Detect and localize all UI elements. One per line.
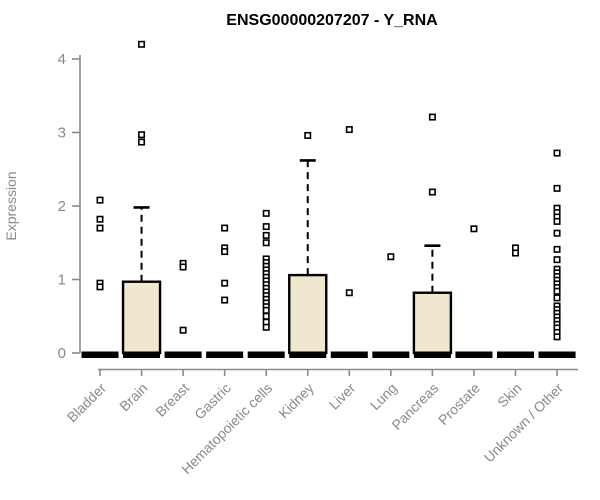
outlier-point: [553, 287, 561, 295]
outlier-point: [221, 248, 229, 256]
iqr-box: [412, 291, 453, 355]
outlier-point: [262, 223, 270, 231]
outlier-point: [387, 253, 395, 261]
x-category-label: Liver: [326, 380, 359, 413]
outlier-point: [262, 209, 270, 217]
outlier-point: [262, 306, 270, 314]
outlier-point: [262, 239, 270, 247]
outlier-point: [262, 312, 270, 320]
outlier-point: [345, 289, 353, 297]
median-bar: [289, 351, 327, 358]
median-bar: [123, 351, 161, 358]
median-bar: [497, 351, 534, 358]
outlier-point: [96, 224, 104, 232]
median-bar: [206, 351, 244, 358]
x-category-label: Bladder: [64, 380, 110, 426]
outlier-point: [553, 256, 561, 264]
outlier-point: [553, 149, 561, 157]
y-tick-label: 1: [58, 272, 66, 289]
outlier-point: [262, 323, 270, 331]
outlier-point: [470, 225, 478, 233]
outlier-point: [511, 249, 519, 257]
y-axis-label: Expression: [3, 171, 19, 240]
x-category-label: Kidney: [275, 380, 317, 422]
outlier-point: [553, 245, 561, 253]
outlier-point: [553, 294, 561, 302]
outlier-point: [96, 215, 104, 223]
median-bar: [81, 351, 119, 358]
outlier-point: [553, 184, 561, 192]
y-tick-label: 3: [58, 125, 66, 142]
outlier-point: [138, 40, 146, 48]
outlier-point: [221, 296, 229, 304]
outlier-point: [553, 229, 561, 237]
x-category-label: Unknown / Other: [481, 380, 567, 466]
median-bar: [413, 351, 451, 358]
x-category-label: Prostate: [435, 380, 483, 428]
x-category-label: Skin: [494, 380, 525, 411]
median-bar: [330, 351, 368, 358]
median-bar: [164, 351, 202, 358]
outlier-point: [221, 224, 229, 232]
y-tick-label: 2: [58, 198, 66, 215]
iqr-box: [121, 280, 162, 355]
outlier-point: [96, 196, 104, 204]
y-tick-label: 0: [58, 345, 66, 362]
outlier-point: [179, 326, 187, 334]
outlier-point: [221, 279, 229, 287]
outlier-point: [553, 333, 561, 341]
x-category-label: Lung: [367, 380, 400, 413]
x-category-label: Breast: [152, 380, 192, 420]
median-bar: [372, 351, 410, 358]
outlier-point: [138, 138, 146, 146]
outlier-point: [96, 283, 104, 291]
outlier-point: [345, 126, 353, 134]
outlier-point: [428, 113, 436, 121]
outlier-point: [138, 131, 146, 139]
outlier-point: [262, 231, 270, 239]
chart-title: ENSG00000207207 - Y_RNA: [226, 12, 438, 29]
outlier-point: [428, 188, 436, 196]
y-tick-label: 4: [58, 51, 66, 68]
outlier-point: [179, 263, 187, 271]
outlier-point: [304, 131, 312, 139]
median-bar: [455, 351, 493, 358]
x-category-label: Brain: [116, 380, 150, 414]
outlier-point: [553, 217, 561, 225]
iqr-box: [288, 273, 328, 355]
median-bar: [247, 351, 285, 358]
median-bar: [538, 351, 576, 358]
